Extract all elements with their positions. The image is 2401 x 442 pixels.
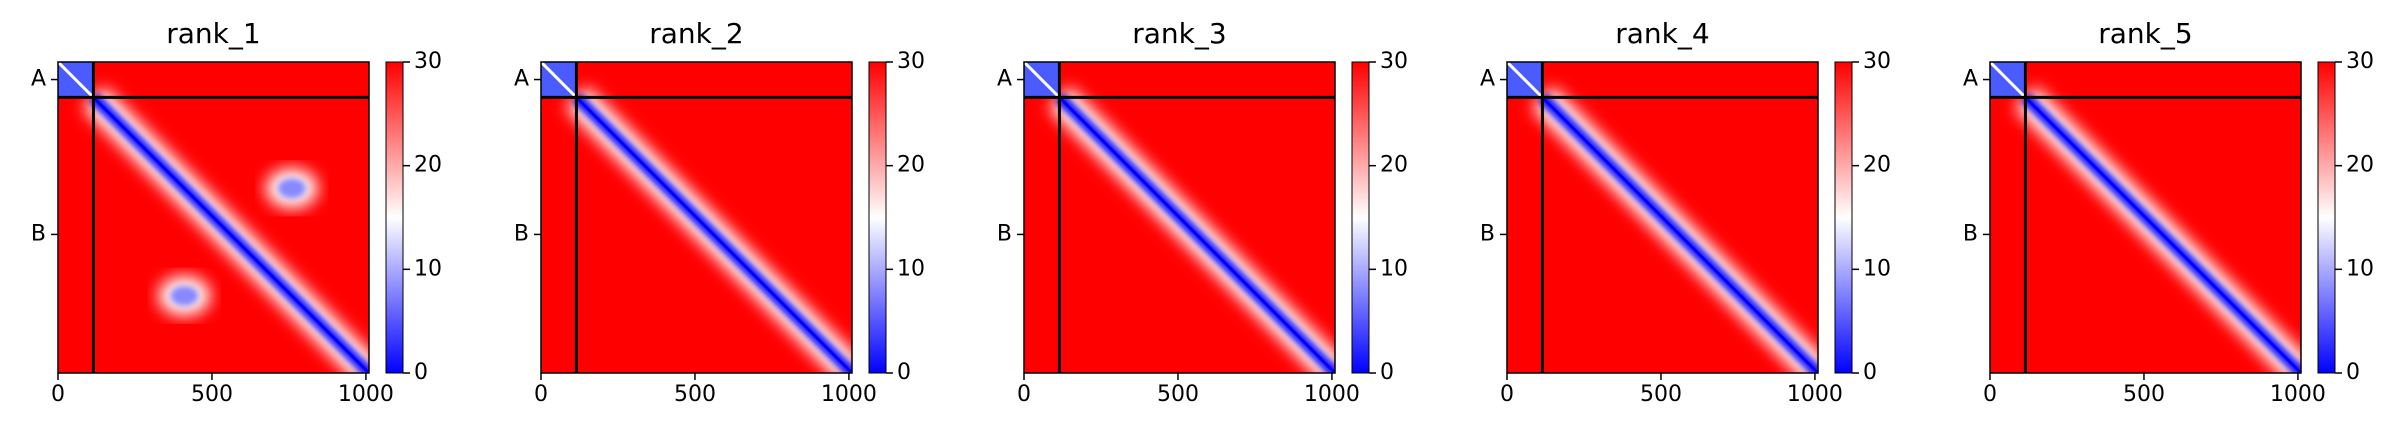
- axes-frame: [540, 61, 853, 374]
- x-tick-label: 1000: [821, 382, 877, 407]
- colorbar-tick-label: 10: [1863, 256, 1891, 281]
- x-tick-label: 500: [191, 382, 233, 407]
- chain-a-diagonal: [1990, 62, 2027, 99]
- axes-frame: [1989, 61, 2302, 374]
- x-tick-label: 0: [534, 382, 548, 407]
- diagonal-core: [2024, 96, 2301, 373]
- y-tick-label: A: [997, 67, 1012, 92]
- y-tick-label: B: [997, 221, 1012, 246]
- panel-title: rank_2: [649, 17, 743, 50]
- y-tick-label: A: [514, 67, 529, 92]
- colorbar-tick-label: 0: [1863, 360, 1877, 385]
- chain-a-diagonal: [58, 62, 95, 99]
- panel: rank_2 0 500 1000 A B 0 10 20 30: [514, 17, 925, 407]
- colorbar-tick-label: 0: [414, 360, 428, 385]
- panel-title: rank_1: [166, 17, 260, 50]
- colorbar-tick-label: 0: [1380, 360, 1394, 385]
- chain-a-diagonal: [1024, 62, 1061, 99]
- colorbar: [868, 61, 887, 374]
- chain-a-diagonal: [541, 62, 578, 99]
- colorbar-tick-label: 30: [1863, 49, 1891, 74]
- x-tick-label: 0: [51, 382, 65, 407]
- x-tick-label: 1000: [338, 382, 394, 407]
- colorbar: [1351, 61, 1370, 374]
- panel: rank_4 0 500 1000 A B 0 10 20 30: [1480, 17, 1891, 407]
- panel-title: rank_5: [2098, 17, 2192, 50]
- x-tick-label: 500: [1157, 382, 1199, 407]
- axes-frame: [1023, 61, 1336, 374]
- panel: rank_3 0 500 1000 A B 0 10 20 30: [997, 17, 1408, 407]
- colorbar-tick-label: 10: [2346, 256, 2374, 281]
- colorbar-tick-label: 0: [2346, 360, 2360, 385]
- diagonal-core: [575, 96, 852, 373]
- x-tick-label: 0: [1500, 382, 1514, 407]
- heatmap: [541, 62, 852, 373]
- x-tick-label: 1000: [2270, 382, 2326, 407]
- colorbar-tick-label: 10: [897, 256, 925, 281]
- chain-a-diagonal: [1507, 62, 1544, 99]
- colorbar: [385, 61, 404, 374]
- colorbar-tick-label: 30: [897, 49, 925, 74]
- colorbar-tick-label: 20: [414, 153, 442, 178]
- heatmap: [1024, 62, 1335, 373]
- x-tick-label: 1000: [1787, 382, 1843, 407]
- heatmap: [1507, 62, 1818, 373]
- diagonal-core: [1541, 96, 1818, 373]
- heatmap: [1990, 62, 2301, 373]
- colorbar: [2317, 61, 2336, 374]
- colorbar: [1834, 61, 1853, 374]
- x-tick-label: 500: [2123, 382, 2165, 407]
- x-tick-label: 500: [1640, 382, 1682, 407]
- heatmap: [58, 62, 369, 373]
- panel-title: rank_4: [1615, 17, 1709, 50]
- offdiag-blob: [277, 178, 306, 199]
- panel: rank_5 0 500 1000 A B 0 10 20 30: [1963, 17, 2374, 407]
- y-tick-label: B: [514, 221, 529, 246]
- axes-frame: [1506, 61, 1819, 374]
- offdiag-blob: [170, 285, 199, 306]
- colorbar-tick-label: 0: [897, 360, 911, 385]
- y-tick-label: B: [1480, 221, 1495, 246]
- diagonal-core: [1058, 96, 1335, 373]
- panel: rank_1 0 500 1000 A B 0 10 20 30: [31, 17, 442, 407]
- colorbar-tick-label: 20: [1863, 153, 1891, 178]
- y-tick-label: B: [1963, 221, 1978, 246]
- y-tick-label: A: [31, 67, 46, 92]
- x-tick-label: 1000: [1304, 382, 1360, 407]
- panel-title: rank_3: [1132, 17, 1226, 50]
- diagonal-core: [92, 96, 369, 373]
- colorbar-tick-label: 30: [2346, 49, 2374, 74]
- x-tick-label: 0: [1017, 382, 1031, 407]
- x-tick-label: 500: [674, 382, 716, 407]
- colorbar-tick-label: 20: [897, 153, 925, 178]
- y-tick-label: A: [1963, 67, 1978, 92]
- colorbar-tick-label: 30: [414, 49, 442, 74]
- axes-frame: [57, 61, 370, 374]
- y-tick-label: A: [1480, 67, 1495, 92]
- colorbar-tick-label: 20: [1380, 153, 1408, 178]
- colorbar-tick-label: 10: [1380, 256, 1408, 281]
- y-tick-label: B: [31, 221, 46, 246]
- colorbar-tick-label: 10: [414, 256, 442, 281]
- colorbar-tick-label: 20: [2346, 153, 2374, 178]
- colorbar-tick-label: 30: [1380, 49, 1408, 74]
- x-tick-label: 0: [1983, 382, 1997, 407]
